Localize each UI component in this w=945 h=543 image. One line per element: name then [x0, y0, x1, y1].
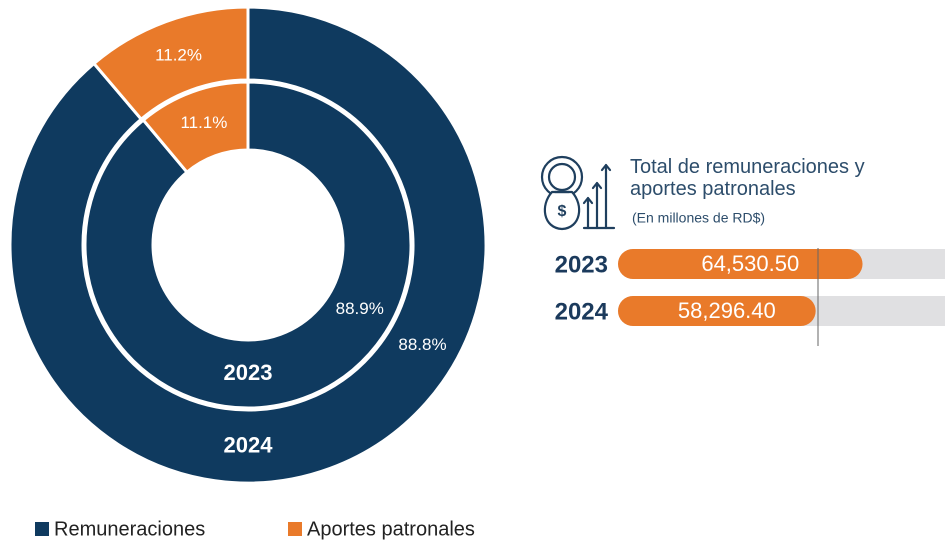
- donut-slice: [8, 5, 488, 485]
- bar-panel: $ Total de remuneraciones y aportes patr…: [540, 155, 945, 346]
- legend-swatch: [288, 522, 302, 536]
- slice-label: 88.8%: [398, 335, 446, 354]
- legend-swatch: [35, 522, 49, 536]
- donut-slice: [91, 5, 250, 122]
- slice-label: 88.9%: [336, 299, 384, 318]
- donut-slice: [141, 80, 250, 175]
- legend-label: Aportes patronales: [307, 518, 475, 540]
- bar: [618, 249, 863, 279]
- panel-title: Total de remuneraciones y aportes patron…: [630, 156, 865, 200]
- donut-slice: [83, 80, 413, 410]
- money-icon: $: [540, 155, 616, 231]
- panel-title-box: Total de remuneraciones y aportes patron…: [630, 156, 865, 200]
- bar-value-label: 64,530.50: [701, 251, 799, 276]
- category-label: 2023: [555, 251, 608, 278]
- svg-text:$: $: [558, 203, 567, 220]
- bar-value-label: 58,296.40: [678, 298, 776, 323]
- bar: [618, 296, 816, 326]
- ring-label: 2024: [224, 432, 274, 457]
- donut-chart: 88.8% 11.2% 2024 88.9% 11.1% 2023 Remuneracion…: [8, 5, 488, 540]
- slice-label: 11.2%: [155, 45, 202, 64]
- legend-label: Remuneraciones: [54, 518, 205, 540]
- slice-label: 11.1%: [180, 113, 227, 132]
- panel-subtitle: (En millones de RD$): [632, 210, 765, 226]
- ring-label: 2023: [224, 360, 273, 385]
- category-label: 2024: [555, 298, 609, 325]
